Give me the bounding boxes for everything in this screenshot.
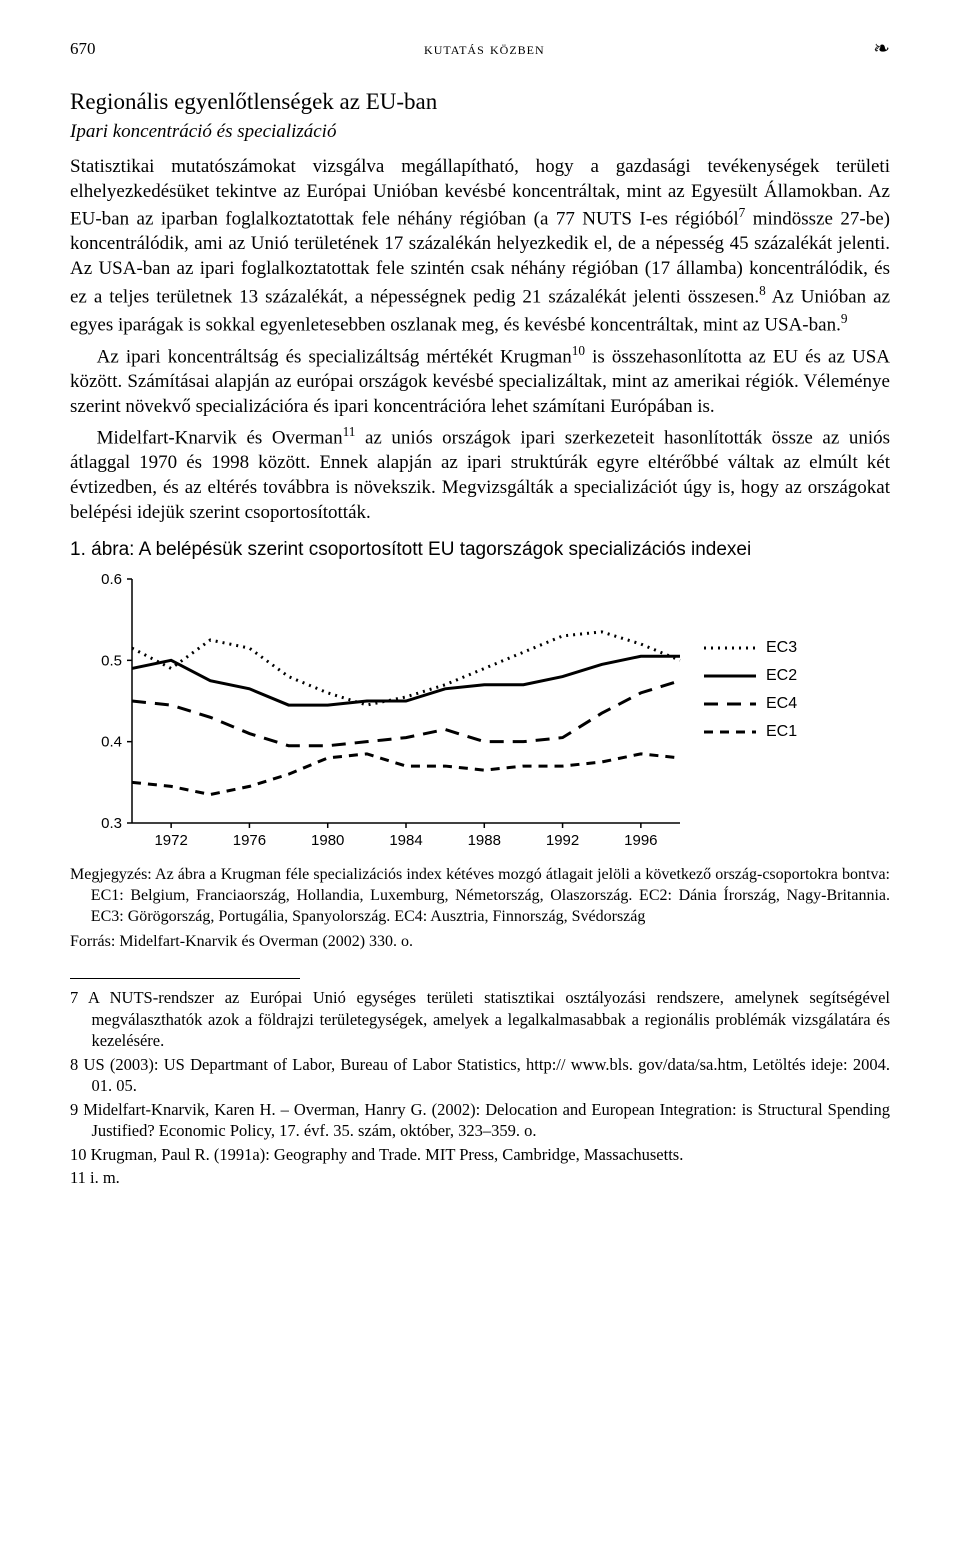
footnote: 10 Krugman, Paul R. (1991a): Geography a… <box>70 1144 890 1165</box>
figure-note: Megjegyzés: Az ábra a Krugman féle speci… <box>70 865 890 927</box>
body-paragraph: Statisztikai mutatószámokat vizsgálva me… <box>70 155 890 338</box>
page-number: 670 <box>70 39 96 59</box>
chart-legend: EC3 EC2 EC4 EC1 <box>704 569 797 751</box>
footnotes: 7 A NUTS-rendszer az Európai Unió egység… <box>70 987 890 1188</box>
figure-source-text: Midelfart-Knarvik és Overman (2002) 330.… <box>119 933 413 950</box>
body-paragraph: Az ipari koncentráltság és specializálts… <box>70 342 890 419</box>
svg-text:1980: 1980 <box>311 832 344 849</box>
svg-text:1972: 1972 <box>154 832 187 849</box>
svg-text:0.4: 0.4 <box>101 734 122 751</box>
legend-label: EC2 <box>766 667 797 685</box>
svg-text:0.6: 0.6 <box>101 571 122 588</box>
svg-text:1996: 1996 <box>624 832 657 849</box>
figure-source-label: Forrás: <box>70 933 115 950</box>
running-title: kutatás közben <box>96 39 874 59</box>
specialization-chart: 0.3 0.4 0.5 0.6 1972 1976 1980 1984 1988 1992 1996 <box>70 569 690 859</box>
footnote: 8 US (2003): US Departmant of Labor, Bur… <box>70 1054 890 1097</box>
svg-text:1976: 1976 <box>233 832 266 849</box>
legend-swatch-icon <box>704 672 756 680</box>
figure-caption: 1. ábra: A belépésük szerint csoportosít… <box>70 539 890 561</box>
legend-item: EC4 <box>704 695 797 713</box>
footnote: 9 Midelfart-Knarvik, Karen H. – Overman,… <box>70 1099 890 1142</box>
footnote: 11 i. m. <box>70 1167 890 1188</box>
body-paragraph: Midelfart-Knarvik és Overman11 az uniós … <box>70 423 890 525</box>
legend-item: EC2 <box>704 667 797 685</box>
section-subhead: Ipari koncentráció és specializáció <box>70 121 890 143</box>
legend-label: EC1 <box>766 723 797 741</box>
ornament-icon: ❧ <box>873 36 890 61</box>
section-title: Regionális egyenlőtlenségek az EU-ban <box>70 89 890 115</box>
legend-item: EC1 <box>704 723 797 741</box>
svg-text:0.5: 0.5 <box>101 653 122 670</box>
legend-swatch-icon <box>704 728 756 736</box>
svg-text:1992: 1992 <box>546 832 579 849</box>
legend-swatch-icon <box>704 644 756 652</box>
footnote: 7 A NUTS-rendszer az Európai Unió egység… <box>70 987 890 1051</box>
figure-note-label: Megjegyzés: <box>70 866 152 883</box>
svg-text:0.3: 0.3 <box>101 815 122 832</box>
chart-container: 0.3 0.4 0.5 0.6 1972 1976 1980 1984 1988 1992 1996… <box>70 569 890 859</box>
footnote-rule <box>70 978 300 979</box>
svg-text:1988: 1988 <box>468 832 501 849</box>
figure-source: Forrás: Midelfart-Knarvik és Overman (20… <box>70 932 890 953</box>
legend-label: EC3 <box>766 639 797 657</box>
legend-swatch-icon <box>704 700 756 708</box>
svg-text:1984: 1984 <box>389 832 422 849</box>
legend-item: EC3 <box>704 639 797 657</box>
running-head: 670 kutatás közben ❧ <box>70 36 890 61</box>
legend-label: EC4 <box>766 695 797 713</box>
page: 670 kutatás közben ❧ Regionális egyenlőt… <box>0 0 960 1230</box>
figure-note-text: Az ábra a Krugman féle specializációs in… <box>91 866 890 925</box>
